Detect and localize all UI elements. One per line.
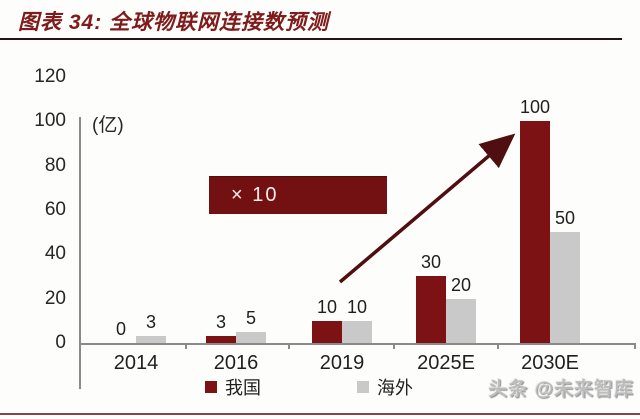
legend-item-海外: 海外	[357, 374, 413, 400]
y-axis-tick-label: 60	[44, 199, 66, 220]
bar-海外-2030E	[550, 232, 580, 343]
value-label-海外-2019: 10	[346, 297, 368, 317]
bar-海外-2016	[236, 332, 266, 343]
x-axis-tick	[497, 343, 499, 349]
x-axis-tick	[79, 343, 81, 349]
bar-海外-2019	[342, 321, 372, 343]
x-axis-category-label: 2030E	[521, 352, 579, 374]
bar-chart: (亿) 我国 海外 0 20 40 60 80 100 120 0 3 10 30 100 3 5 10 20 5…	[0, 44, 640, 404]
bar-海外-2014	[136, 336, 166, 343]
bar-我国-2016	[206, 336, 236, 343]
x-axis-category-label: 2014	[113, 352, 159, 374]
x-axis-line	[79, 343, 636, 345]
bar-海外-2025E	[446, 299, 476, 343]
value-label-我国-2016: 3	[215, 312, 226, 332]
y-axis-tick-label: 120	[34, 66, 66, 87]
value-label-我国-2019: 10	[316, 297, 338, 317]
y-axis-tick-label: 40	[44, 243, 66, 265]
x-axis-tick	[393, 343, 395, 349]
value-label-我国-2030E: 100	[519, 97, 551, 117]
x-axis-tick	[288, 343, 290, 349]
multiplier-callout-text: × 10	[231, 183, 279, 206]
value-label-我国-2025E: 30	[420, 252, 442, 272]
legend-swatch-icon	[205, 381, 217, 393]
y-axis-tick-label: 100	[34, 110, 66, 132]
x-axis-category-label: 2025E	[417, 352, 475, 374]
bar-我国-2025E	[416, 276, 446, 343]
value-label-海外-2025E: 20	[450, 275, 472, 295]
watermark: 头条 @未来智库	[488, 379, 634, 400]
bar-我国-2019	[312, 321, 342, 343]
y-axis-line	[79, 117, 81, 389]
y-axis-tick-label: 0	[55, 332, 66, 353]
bar-我国-2030E	[520, 121, 550, 343]
value-label-海外-2030E: 50	[554, 208, 576, 228]
x-axis-category-label: 2019	[319, 352, 365, 374]
legend-swatch-icon	[357, 381, 369, 393]
value-label-海外-2016: 5	[245, 308, 256, 328]
legend-item-我国: 我国	[205, 374, 261, 400]
y-axis-tick-label: 20	[44, 287, 66, 309]
legend-label: 海外	[377, 378, 413, 398]
bottom-divider	[0, 413, 640, 415]
y-axis-unit-label: (亿)	[92, 115, 124, 136]
value-label-海外-2014: 3	[145, 312, 156, 332]
legend-label: 我国	[225, 378, 261, 398]
chart-legend: 我国 海外	[205, 374, 413, 400]
title-divider	[0, 38, 622, 40]
y-axis-tick-label: 80	[44, 154, 66, 176]
x-axis-category-label: 2016	[213, 352, 259, 374]
x-axis-tick	[185, 343, 187, 349]
x-axis-tick	[634, 343, 636, 349]
chart-title: 图表 34: 全球物联网连接数预测	[18, 11, 330, 34]
value-label-我国-2014: 0	[115, 319, 126, 339]
multiplier-callout: × 10	[209, 176, 387, 214]
